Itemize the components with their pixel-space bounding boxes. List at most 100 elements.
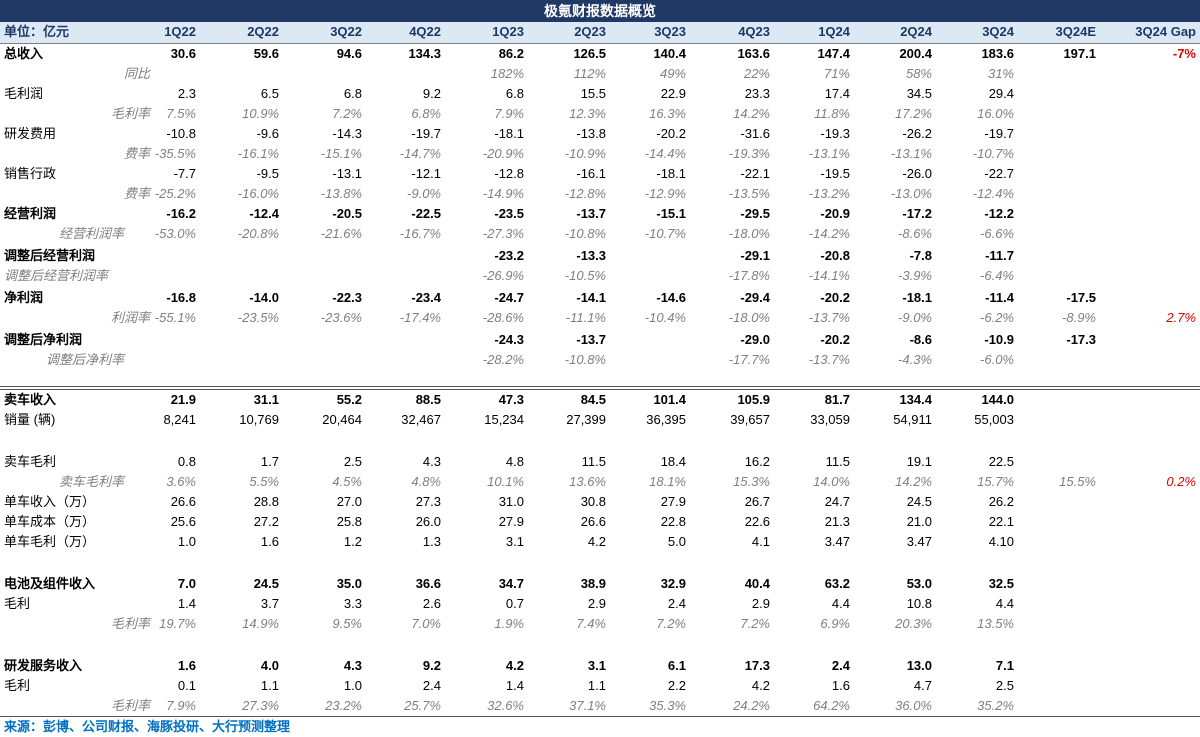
table-cell: 36.0% bbox=[895, 698, 932, 713]
table-row: 毛利率 7.5% 10.9% 7.2% 6.8% 7.9% 12.3% 16.3% 14.2% 1… bbox=[0, 104, 1200, 124]
table-cell: -23.2 bbox=[494, 248, 524, 263]
table-cell: 32.6% bbox=[487, 698, 524, 713]
table-cell: 88.5 bbox=[415, 392, 441, 407]
table-cell: -13.7% bbox=[808, 352, 850, 367]
row-label: 卖车毛利率 bbox=[58, 474, 124, 489]
table-cell: 7.0% bbox=[411, 616, 441, 631]
table-cell: 11.5 bbox=[825, 454, 850, 469]
table-cell: 6.8% bbox=[411, 106, 441, 121]
table-cell: 4.3 bbox=[343, 658, 362, 673]
table-cell: -20.9% bbox=[482, 146, 524, 161]
row-label: 单车毛利（万） bbox=[4, 534, 96, 549]
table-cell: -22.1 bbox=[740, 166, 770, 181]
table-cell: -18.1 bbox=[494, 126, 524, 141]
table-row: 卖车毛利率 3.6% 5.5% 4.5% 4.8% 10.1% 13.6% 18.1% 15.3… bbox=[0, 472, 1200, 492]
header-unit-label: 单位：亿元 bbox=[4, 24, 70, 39]
table-cell: -16.1 bbox=[576, 166, 606, 181]
table-row: 单车毛利（万） 1.0 1.6 1.2 1.3 3.1 4.2 5.0 4.1 3.47 3.47 4… bbox=[0, 532, 1200, 552]
table-cell: -29.1 bbox=[740, 248, 770, 263]
table-cell: 4.2 bbox=[505, 658, 524, 673]
table-cell: -13.1% bbox=[808, 146, 850, 161]
table-cell: -14.0 bbox=[249, 290, 279, 305]
row-label: 总收入 bbox=[4, 46, 44, 61]
table-cell: 140.4 bbox=[653, 46, 686, 61]
table-cell: 9.2 bbox=[422, 86, 441, 101]
table-cell: 27.3% bbox=[242, 698, 279, 713]
table-cell: 3.6% bbox=[166, 474, 196, 489]
table-cell: 14.2% bbox=[895, 474, 932, 489]
table-cell: 134.4 bbox=[899, 392, 932, 407]
table-cell: 2.9 bbox=[587, 596, 606, 611]
row-label: 电池及组件收入 bbox=[4, 576, 96, 591]
table-cell: 0.2% bbox=[1166, 474, 1196, 489]
table-cell: 1.4 bbox=[177, 596, 196, 611]
table-row: 利润率 -55.1% -23.5% -23.6% -17.4% -28.6% -11.1% -… bbox=[0, 308, 1200, 328]
table-cell: 1.1 bbox=[260, 678, 279, 693]
table-cell: 3.1 bbox=[505, 534, 524, 549]
table-cell: -28.2% bbox=[482, 352, 524, 367]
header-period: 3Q24 bbox=[982, 24, 1014, 39]
table-cell: -11.4 bbox=[985, 290, 1014, 305]
table-cell: 21.9 bbox=[170, 392, 196, 407]
table-cell: 49% bbox=[659, 66, 686, 81]
table-cell: -17.5 bbox=[1066, 290, 1096, 305]
table-cell: -15.1% bbox=[320, 146, 362, 161]
table-cell: -18.1 bbox=[902, 290, 932, 305]
table-row: 净利润 -16.8 -14.0 -22.3 -23.4 -24.7 -14.1 -14.6 -2… bbox=[0, 288, 1200, 308]
table-cell: 2.3 bbox=[177, 86, 196, 101]
table-cell: -31.6 bbox=[740, 126, 770, 141]
table-cell: -26.2 bbox=[902, 126, 932, 141]
row-label: 研发服务收入 bbox=[4, 658, 83, 673]
table-cell: -12.8% bbox=[564, 186, 606, 201]
table-cell: -14.1 bbox=[576, 290, 606, 305]
table-cell: -13.0% bbox=[890, 186, 932, 201]
table-row: 单车收入（万） 26.6 28.8 27.0 27.3 31.0 30.8 27.9 26.7 2… bbox=[0, 492, 1200, 512]
header-period: 2Q24 bbox=[900, 24, 932, 39]
table-cell: 94.6 bbox=[336, 46, 362, 61]
table-cell: 24.2% bbox=[733, 698, 770, 713]
table-cell: -14.9% bbox=[482, 186, 524, 201]
table-cell: 24.5 bbox=[906, 494, 932, 509]
table-cell: 7.5% bbox=[166, 106, 196, 121]
table-cell: 2.4 bbox=[831, 658, 850, 673]
table-cell: 1.1 bbox=[587, 678, 606, 693]
row-label: 费率 bbox=[123, 146, 150, 161]
table-cell: 4.5% bbox=[332, 474, 362, 489]
table-cell: -20.9 bbox=[820, 206, 850, 221]
table-cell: 4.2 bbox=[751, 678, 770, 693]
table-cell: 54,911 bbox=[893, 412, 932, 427]
table-cell: 19.7% bbox=[159, 616, 196, 631]
table-cell: -17.8% bbox=[728, 268, 770, 283]
table-cell: 2.4 bbox=[422, 678, 441, 693]
table-cell: -20.2 bbox=[820, 332, 850, 347]
table-cell: 0.1 bbox=[177, 678, 196, 693]
table-cell: 4.4 bbox=[995, 596, 1014, 611]
table-cell: 58% bbox=[905, 66, 932, 81]
table-cell: -9.0% bbox=[898, 310, 932, 325]
table-cell: -9.6 bbox=[256, 126, 279, 141]
table-cell: -13.3 bbox=[576, 248, 606, 263]
table-cell: -24.3 bbox=[494, 332, 524, 347]
table-cell: 8,241 bbox=[163, 412, 196, 427]
table-cell: -16.7% bbox=[399, 226, 441, 241]
table-cell: -10.7% bbox=[972, 146, 1014, 161]
table-cell: 11.5 bbox=[581, 454, 606, 469]
table-cell: -18.0% bbox=[728, 226, 770, 241]
table-row: 研发服务收入 1.6 4.0 4.3 9.2 4.2 3.1 6.1 17.3 2.4 13.0 7.… bbox=[0, 656, 1200, 676]
table-cell: -23.4 bbox=[411, 290, 441, 305]
table-cell: 37.1% bbox=[569, 698, 606, 713]
table-cell: -11.1% bbox=[565, 310, 606, 325]
table-cell: -23.5 bbox=[494, 206, 524, 221]
table-cell: 10.1% bbox=[487, 474, 524, 489]
table-cell: -10.7% bbox=[644, 226, 686, 241]
section-divider bbox=[0, 386, 1200, 390]
table-cell: 3.1 bbox=[587, 658, 606, 673]
table-cell: 4.1 bbox=[751, 534, 770, 549]
table-cell: 20.3% bbox=[895, 616, 932, 631]
table-cell: -12.8 bbox=[494, 166, 524, 181]
table-cell: -12.9% bbox=[644, 186, 686, 201]
table-cell: 29.4 bbox=[988, 86, 1014, 101]
table-cell: 1.6 bbox=[260, 534, 279, 549]
table-row: 电池及组件收入 7.0 24.5 35.0 36.6 34.7 38.9 32.9 40.4 63… bbox=[0, 574, 1200, 594]
table-cell: 22.1 bbox=[988, 514, 1014, 529]
